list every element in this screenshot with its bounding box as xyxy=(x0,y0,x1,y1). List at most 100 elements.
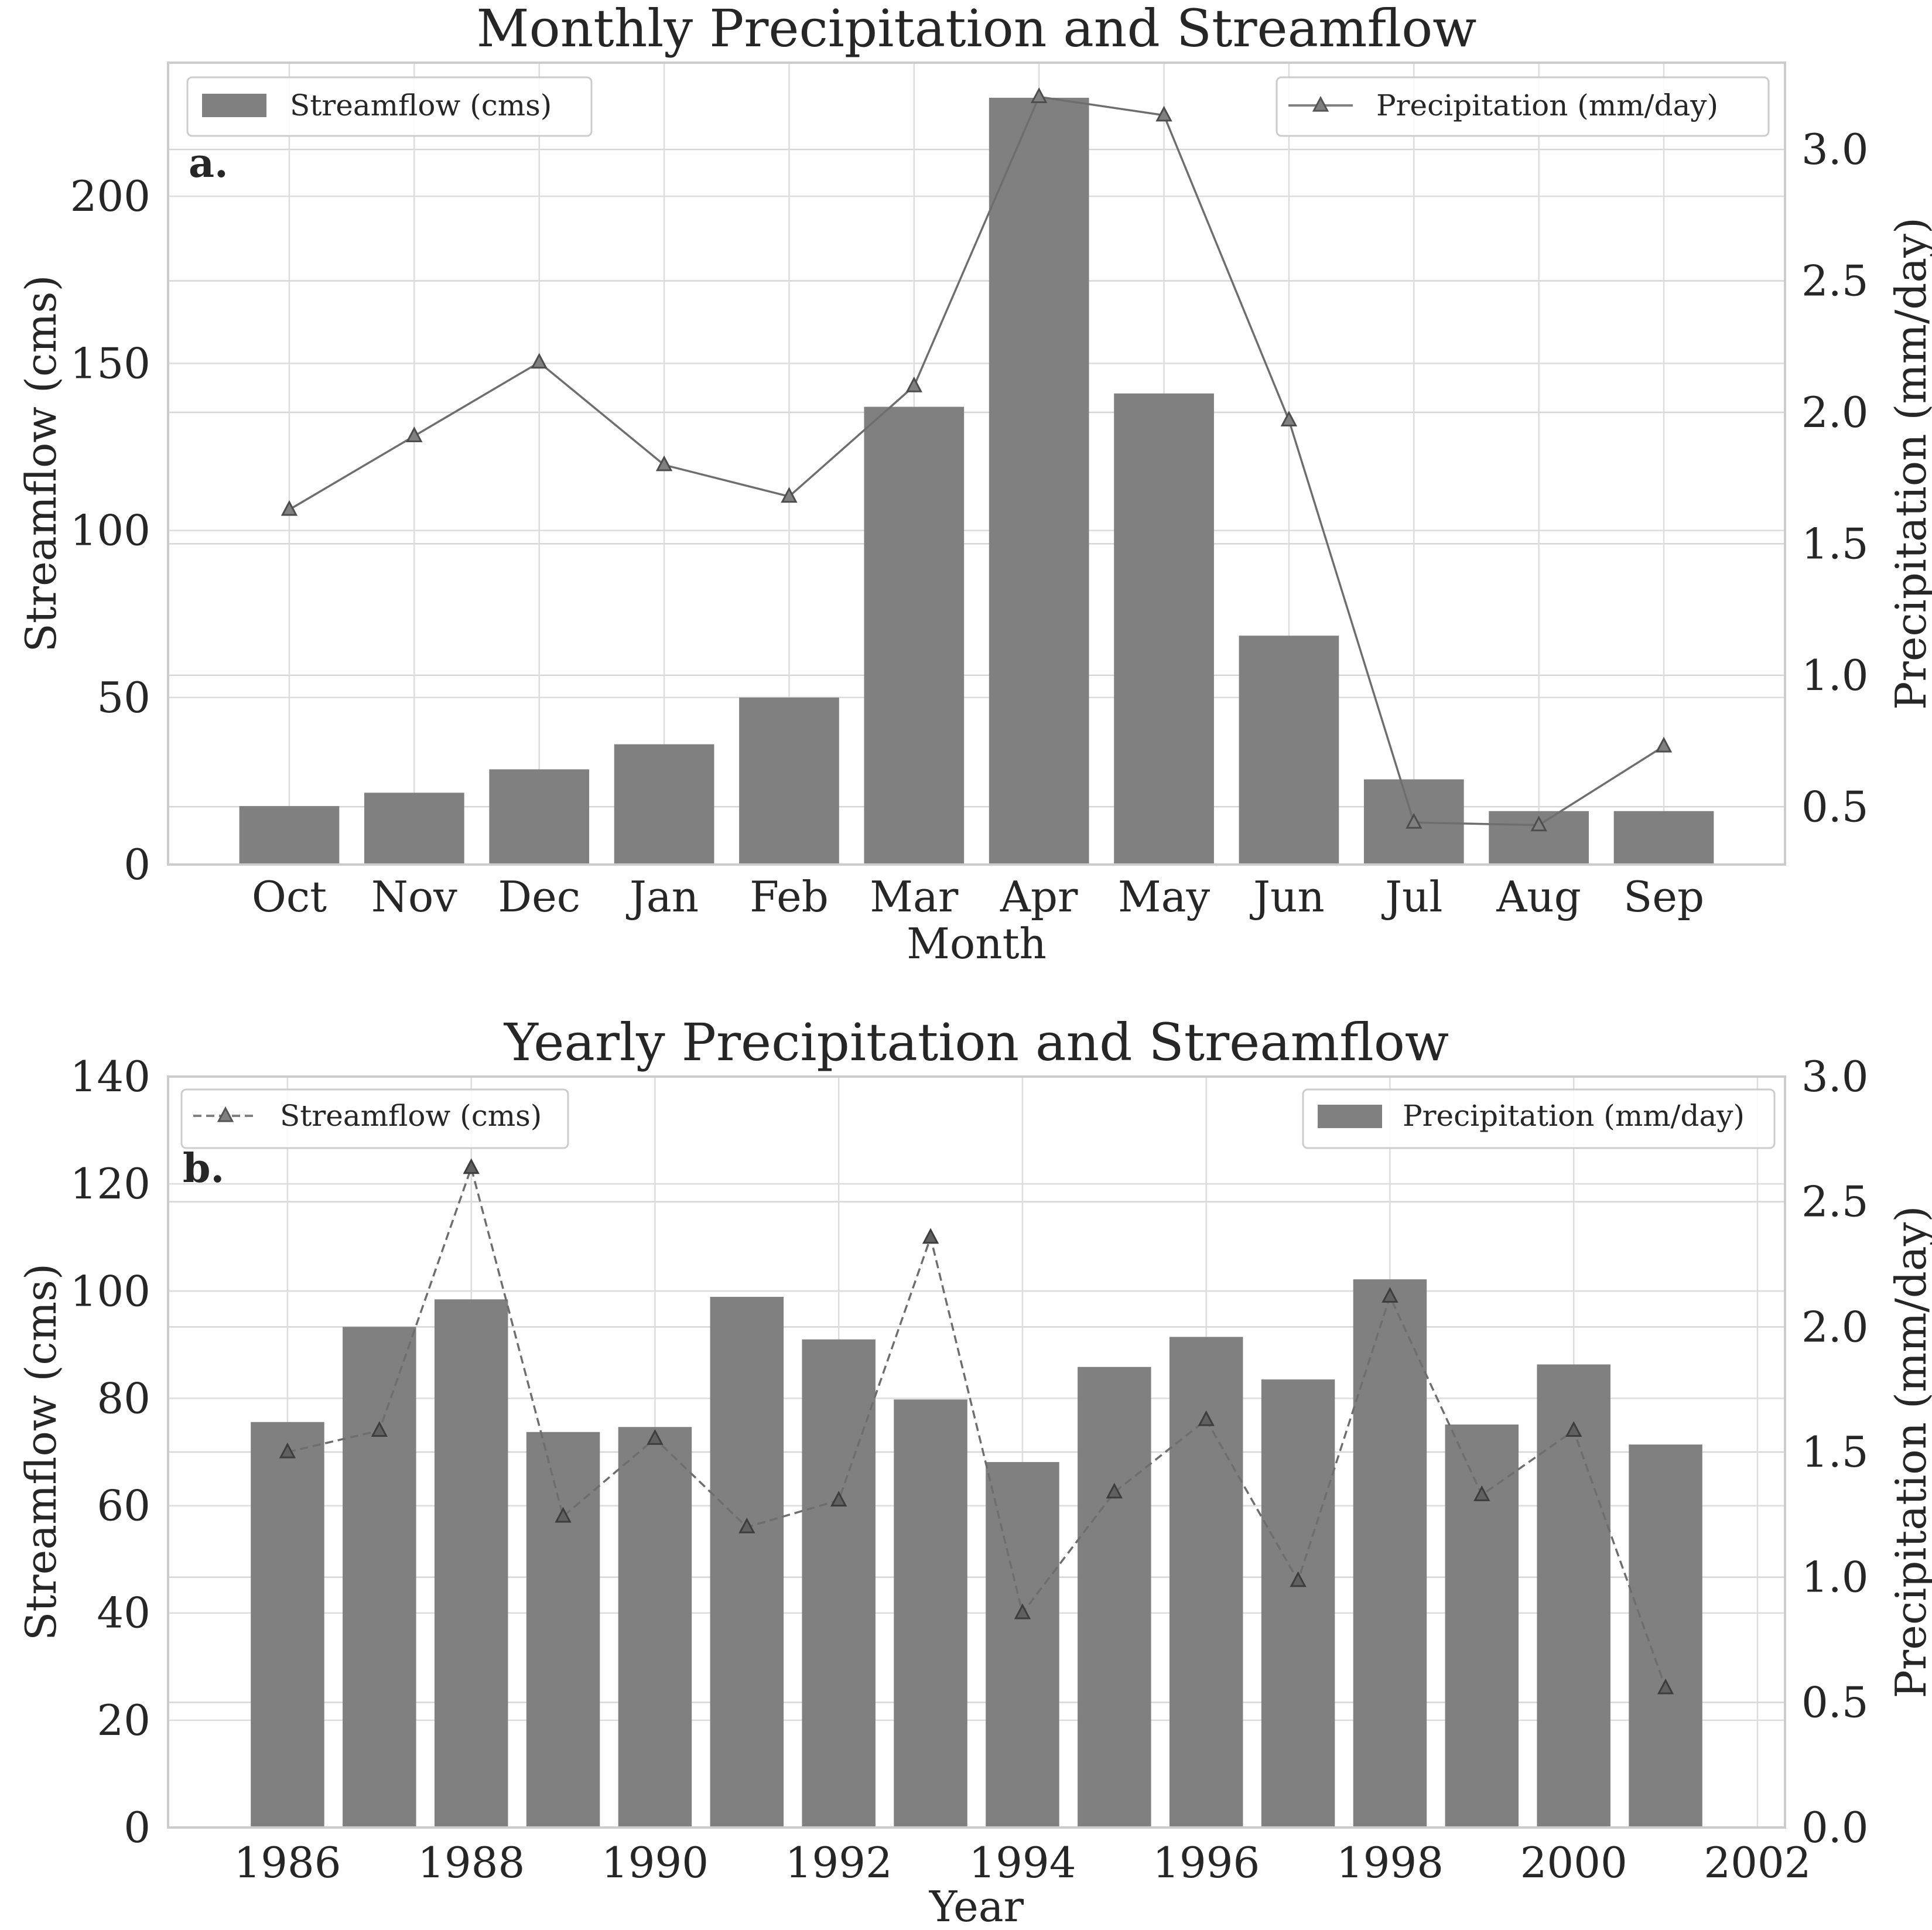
y-tick-label: 150 xyxy=(70,339,151,388)
y-tick-label: 80 xyxy=(97,1374,151,1423)
bar-jun xyxy=(1239,636,1339,865)
panel-b-x-axis-label: Year xyxy=(929,1882,1024,1930)
bar-1992 xyxy=(802,1339,876,1827)
x-tick-label: 1994 xyxy=(969,1838,1076,1887)
bar-1993 xyxy=(894,1399,967,1827)
bar-2001 xyxy=(1629,1444,1702,1827)
bar-2000 xyxy=(1537,1364,1610,1827)
streamflow-point xyxy=(1198,1410,1215,1426)
panel-b-frame xyxy=(167,1075,1786,1829)
streamflow-point xyxy=(1565,1421,1582,1437)
x-tick-label: Jul xyxy=(1381,872,1442,921)
x-tick-label: Sep xyxy=(1623,872,1704,921)
y2-tick-label: 1.0 xyxy=(1801,651,1869,700)
x-tick-label: Nov xyxy=(371,872,457,921)
bar-1986 xyxy=(251,1422,324,1827)
bar-1998 xyxy=(1353,1279,1427,1827)
x-tick-label: Oct xyxy=(252,872,327,921)
panel-a-legend-precipitation: Precipitation (mm/day) xyxy=(1276,76,1770,137)
bar-1991 xyxy=(710,1297,784,1827)
x-tick-label: Jan xyxy=(625,872,699,921)
streamflow-line xyxy=(287,1164,1667,1689)
legend-label: Precipitation (mm/day) xyxy=(1403,1099,1745,1133)
panel-b-yearly-chart: 0 20 40 60 80 100 120 140 0.0 0.5 1.0 1.5 2.0 2.5 3.0… xyxy=(16,1012,1932,1930)
precipitation-point xyxy=(1530,815,1547,832)
panel-b-label: b. xyxy=(183,1145,224,1192)
streamflow-point xyxy=(1106,1482,1123,1499)
panel-a-label: a. xyxy=(189,140,228,187)
bar-1990 xyxy=(618,1427,692,1827)
panel-a-legend-streamflow: Streamflow (cms) xyxy=(186,76,593,137)
y-tick-label: 100 xyxy=(70,506,151,555)
panel-b-line xyxy=(279,1158,1674,1695)
streamflow-point xyxy=(555,1507,572,1523)
precipitation-point xyxy=(531,353,548,369)
streamflow-point xyxy=(279,1442,296,1458)
precipitation-point xyxy=(1030,87,1048,103)
bar-dec xyxy=(489,769,590,865)
x-tick-label: 1990 xyxy=(601,1838,709,1887)
bar-1995 xyxy=(1078,1367,1151,1827)
panel-a-bars xyxy=(239,97,1714,865)
streamflow-point xyxy=(738,1517,755,1533)
streamflow-point xyxy=(1473,1485,1490,1501)
bar-1994 xyxy=(986,1462,1059,1827)
streamflow-point xyxy=(371,1421,388,1437)
panel-a-right-axis-ticks: 0.5 1.0 1.5 2.0 2.5 3.0 xyxy=(1801,125,1869,831)
bar-1999 xyxy=(1445,1424,1519,1827)
panel-a-right-axis-label: Precipitation (mm/day) xyxy=(1886,217,1932,710)
y2-tick-label: 2.5 xyxy=(1801,1177,1869,1227)
y2-tick-label: 1.5 xyxy=(1801,1427,1869,1477)
y2-tick-label: 0.0 xyxy=(1801,1803,1869,1852)
y2-tick-label: 0.5 xyxy=(1801,1678,1869,1727)
panel-a-line xyxy=(281,87,1673,832)
x-tick-label: 2002 xyxy=(1704,1838,1811,1887)
bar-1988 xyxy=(434,1299,508,1827)
bar-1989 xyxy=(526,1432,600,1827)
triangle-marker-icon xyxy=(1312,95,1329,112)
panel-b-legend-precipitation: Precipitation (mm/day) xyxy=(1302,1088,1776,1149)
panel-b-right-axis-ticks: 0.0 0.5 1.0 1.5 2.0 2.5 3.0 xyxy=(1801,1052,1869,1852)
triangle-marker-icon xyxy=(217,1106,234,1122)
legend-box xyxy=(1276,76,1770,137)
bar-mar xyxy=(864,407,965,865)
panel-b-legend-streamflow: Streamflow (cms) xyxy=(180,1088,569,1149)
y2-tick-label: 2.0 xyxy=(1801,388,1869,437)
legend-box xyxy=(1302,1088,1776,1149)
legend-label: Streamflow (cms) xyxy=(290,88,552,122)
legend-box xyxy=(180,1088,569,1149)
legend-label: Precipitation (mm/day) xyxy=(1376,88,1718,122)
precipitation-point xyxy=(281,500,298,516)
x-tick-label: 1988 xyxy=(418,1838,525,1887)
legend-bar-swatch xyxy=(202,94,266,117)
legend-label: Streamflow (cms) xyxy=(280,1099,542,1133)
panel-a-grid xyxy=(168,63,1785,866)
streamflow-point xyxy=(830,1491,847,1507)
x-tick-label: May xyxy=(1118,872,1211,921)
x-tick-label: Dec xyxy=(498,872,580,921)
panel-b-right-axis-label: Precipitation (mm/day) xyxy=(1886,1205,1932,1698)
y2-tick-label: 1.5 xyxy=(1801,519,1869,568)
panel-a-x-axis-label: Month xyxy=(907,919,1047,968)
precipitation-point xyxy=(1155,105,1172,122)
x-tick-label: 2000 xyxy=(1520,1838,1627,1887)
y-tick-label: 60 xyxy=(97,1481,151,1531)
precipitation-line xyxy=(289,95,1664,826)
y-tick-label: 140 xyxy=(70,1052,151,1101)
bar-1997 xyxy=(1261,1379,1335,1827)
panel-a-frame xyxy=(167,62,1786,866)
panel-b-bars xyxy=(251,1279,1702,1827)
y-tick-label: 0 xyxy=(124,1803,151,1852)
x-tick-label: Aug xyxy=(1496,872,1581,921)
streamflow-point xyxy=(1014,1603,1031,1620)
x-tick-label: Jun xyxy=(1249,872,1325,921)
streamflow-point xyxy=(1657,1678,1674,1695)
x-tick-label: 1998 xyxy=(1336,1838,1444,1887)
panel-b-title: Yearly Precipitation and Streamflow xyxy=(504,1012,1449,1072)
panel-a-monthly-chart: 0 50 100 150 200 0.5 1.0 1.5 2.0 2.5 3.0 Oct Nov De… xyxy=(16,0,1932,968)
x-tick-label: 1996 xyxy=(1153,1838,1260,1887)
precipitation-point xyxy=(1406,812,1423,829)
x-tick-label: Mar xyxy=(870,872,959,921)
streamflow-point xyxy=(1290,1571,1307,1587)
